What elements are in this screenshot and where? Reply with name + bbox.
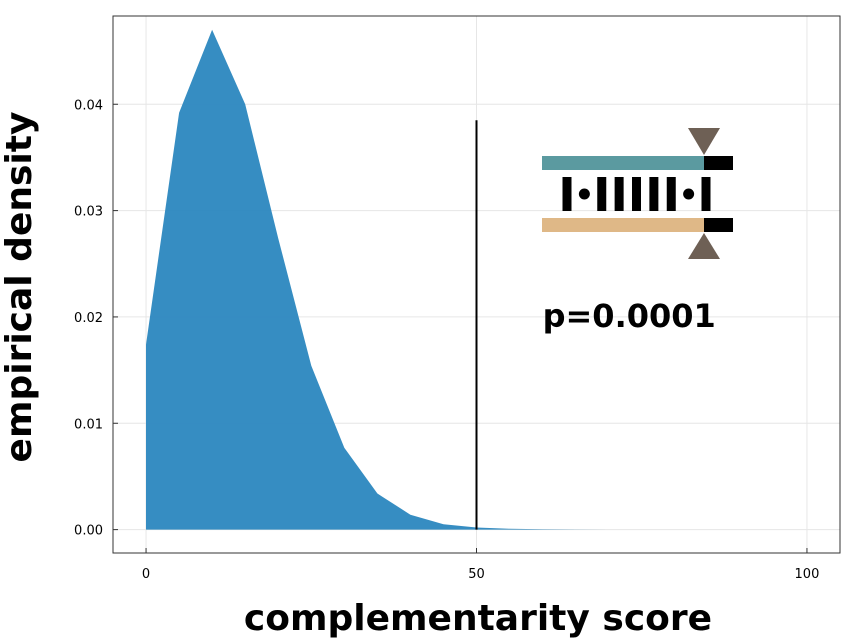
bottom-strand-cap [704,218,733,232]
x-axis: 0 50 100 [142,548,819,582]
base-pair-dot [578,188,590,200]
top-strand-cap [704,156,733,170]
y-axis: 0.00 0.01 0.02 0.03 0.04 [74,98,118,539]
p-value-annotation: p=0.0001 [543,297,716,335]
y-axis-title: empirical density [0,112,40,463]
x-tick-label: 0 [142,567,150,582]
top-cleavage-triangle [688,128,720,155]
base-pair-bar [666,177,676,211]
top-strand [542,156,705,170]
bottom-strand [542,218,705,232]
duplex-pairing-icon [542,128,733,259]
x-axis-title: complementarity score [244,598,712,639]
base-pair-bar [562,177,572,211]
y-tick-label: 0.02 [74,311,103,326]
y-tick-label: 0.03 [74,205,103,220]
base-pair-bar [597,177,607,211]
base-pair-dot [683,188,695,200]
y-tick-label: 0.01 [74,417,103,432]
base-pair-bar [614,177,624,211]
bottom-cleavage-triangle [688,233,720,259]
density-area [146,29,807,530]
base-pair-bar [649,177,659,211]
y-tick-label: 0.04 [74,98,103,113]
x-tick-label: 100 [795,567,820,582]
base-pair-bar [701,177,711,211]
base-pair-bar [632,177,641,211]
density-area-layer [146,29,807,530]
x-tick-label: 50 [468,567,485,582]
y-tick-label: 0.00 [74,524,103,539]
